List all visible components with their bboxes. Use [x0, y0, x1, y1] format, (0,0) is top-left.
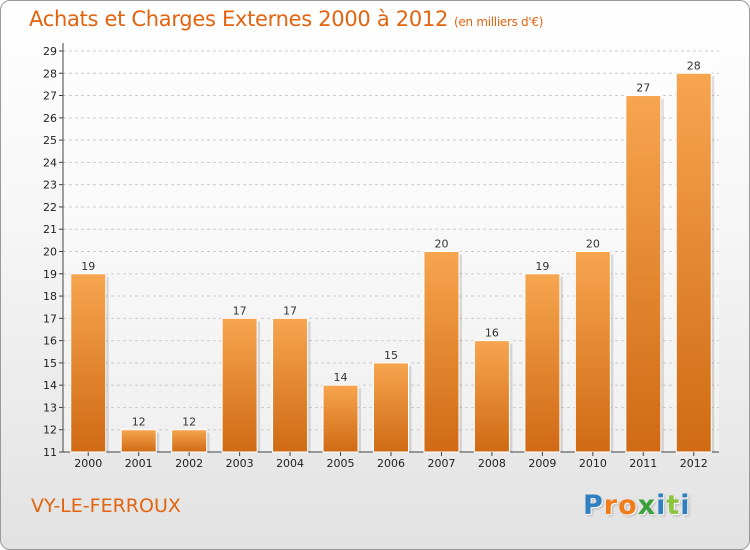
logo-letter: i: [656, 490, 667, 521]
x-tick-label: 2006: [377, 457, 405, 470]
y-tick-label: 29: [43, 45, 57, 58]
bar-2004: [272, 317, 309, 453]
chart-title: Achats et Charges Externes 2000 à 2012 (e…: [29, 7, 543, 31]
x-tick-label: 2012: [680, 457, 708, 470]
data-label: 20: [434, 238, 448, 251]
y-tick-label: 22: [43, 201, 57, 214]
logo-letter: t: [666, 490, 681, 521]
y-tick-label: 28: [43, 67, 57, 80]
bar-2003: [221, 317, 258, 453]
proxiti-logo: Proxiti: [583, 490, 691, 521]
logo-letter: P: [583, 490, 604, 521]
y-tick-label: 18: [43, 290, 57, 303]
bar-2002: [171, 429, 208, 453]
data-label: 19: [535, 260, 549, 273]
x-tick-label: 2010: [579, 457, 607, 470]
y-tick-label: 12: [43, 424, 57, 437]
y-tick-label: 16: [43, 335, 57, 348]
x-tick-label: 2001: [125, 457, 153, 470]
bar-2011: [625, 95, 662, 453]
data-label: 28: [687, 59, 701, 72]
data-label: 17: [283, 304, 297, 317]
data-label: 17: [233, 304, 247, 317]
y-tick-label: 13: [43, 401, 57, 414]
data-label: 12: [132, 416, 146, 429]
commune-name: VY-LE-FERROUX: [31, 495, 181, 517]
data-label: 12: [182, 416, 196, 429]
x-tick-label: 2011: [629, 457, 657, 470]
y-tick-label: 21: [43, 223, 57, 236]
x-tick-label: 2007: [427, 457, 455, 470]
logo-letter: o: [618, 490, 638, 521]
bar-2012: [675, 72, 712, 453]
x-tick-label: 2003: [226, 457, 254, 470]
x-tick-label: 2009: [528, 457, 556, 470]
data-label: 19: [81, 260, 95, 273]
data-label: 16: [485, 327, 499, 340]
y-tick-label: 20: [43, 246, 57, 259]
x-tick-label: 2002: [175, 457, 203, 470]
bar-2008: [473, 340, 510, 453]
x-tick-label: 2005: [327, 457, 355, 470]
y-tick-label: 27: [43, 90, 57, 103]
bar-2009: [524, 273, 561, 453]
y-tick-label: 11: [43, 446, 57, 459]
data-label: 27: [636, 82, 650, 95]
bar-2007: [423, 251, 460, 453]
x-tick-label: 2000: [74, 457, 102, 470]
y-tick-label: 14: [43, 379, 57, 392]
y-tick-label: 26: [43, 112, 57, 125]
chart-title-text: Achats et Charges Externes 2000 à 2012: [29, 7, 449, 31]
y-tick-label: 17: [43, 312, 57, 325]
bar-2006: [373, 362, 409, 453]
logo-letter: i: [680, 490, 691, 521]
y-tick-label: 23: [43, 179, 57, 192]
bar-2005: [322, 384, 359, 453]
y-tick-label: 25: [43, 134, 57, 147]
y-tick-label: 15: [43, 357, 57, 370]
data-label: 15: [384, 349, 398, 362]
logo-letter: r: [603, 490, 619, 521]
bar-2001: [120, 429, 157, 453]
data-label: 20: [586, 238, 600, 251]
x-tick-label: 2008: [478, 457, 506, 470]
y-tick-label: 19: [43, 268, 57, 281]
chart-subtitle: (en milliers d'€): [454, 15, 544, 29]
data-label: 14: [334, 371, 348, 384]
bar-2010: [574, 251, 611, 453]
bar-2000: [70, 273, 107, 453]
y-tick-label: 24: [43, 156, 57, 169]
logo-letter: x: [637, 490, 657, 521]
x-tick-label: 2004: [276, 457, 304, 470]
